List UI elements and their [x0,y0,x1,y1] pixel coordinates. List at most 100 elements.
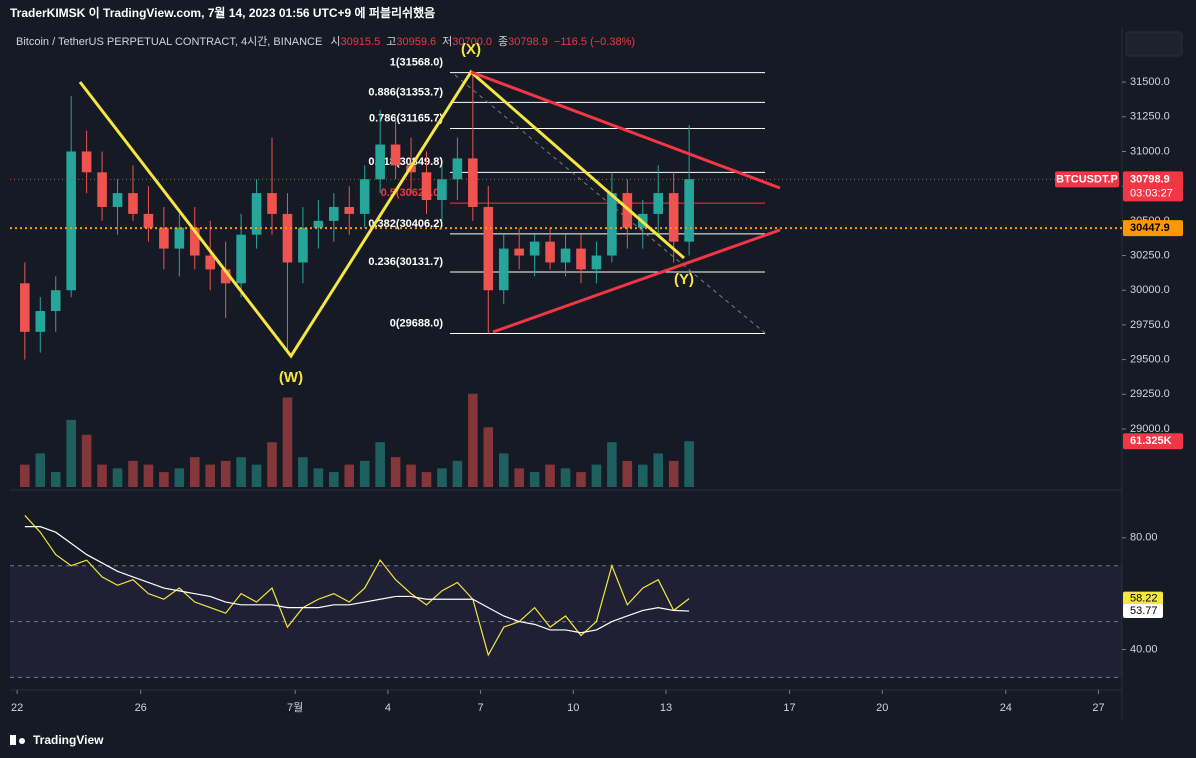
volume-bar [483,427,494,487]
rsi-pane [10,515,1122,678]
y-tick-label: 31500.0 [1130,76,1170,88]
legend-text: Bitcoin / TetherUS PERPETUAL CONTRACT, 4… [16,35,635,48]
volume-bar [684,441,694,487]
candle-body [607,193,617,256]
volume-bar [653,453,664,487]
candle-body [545,241,555,263]
volume-bar [205,464,216,487]
x-tick-label: 20 [876,702,888,714]
volume-tag [1123,433,1183,450]
volume-bar [545,464,555,487]
candle-body [236,234,246,284]
candle-body [375,144,385,180]
volume-bar [174,468,185,487]
candle-body [421,172,432,201]
volume-bar [220,460,231,487]
y-tick-label: 30250.0 [1130,249,1170,261]
symbol-tag [1055,171,1119,188]
volume-bar [375,442,385,487]
logo [19,738,25,744]
volume-bar [189,457,200,487]
price-tag-text: 30798.9 [1130,173,1170,185]
volume-bar [622,460,633,487]
footer-text: TradingView [33,733,104,747]
logo [10,735,16,745]
volume-bar [251,464,262,487]
candle-body [468,158,478,207]
candle-body [81,151,92,173]
ohlc-key: 시 [330,36,340,48]
countdown: 03:03:27 [1130,187,1173,199]
wave-line [78,69,685,359]
candle-body [329,206,339,221]
volume-bar [576,472,586,487]
price-tag [1123,220,1183,237]
candle-body [267,193,277,214]
candle-body [560,248,571,263]
symbol: Bitcoin / TetherUS PERPETUAL CONTRACT, 4… [16,35,322,48]
trend-line [454,74,766,334]
volume-bar [359,460,370,487]
volume-bar [390,457,401,487]
candle-body [576,248,586,270]
volume-bar [421,472,432,487]
rsi-tag-text: 53.77 [1130,605,1158,617]
volume-bar [267,442,277,487]
x-tick-label: 27 [1092,702,1104,714]
triangle-line [470,70,781,190]
fib-label: 0.382(30406.2) [368,218,443,230]
candle-body [251,193,262,235]
volume-bar [514,468,524,487]
x-tick-label: 10 [567,702,579,714]
fib-label: 0.786(31165.7) [369,112,443,124]
y-tick-label: 30000.0 [1130,284,1170,296]
volume-bar [344,464,355,487]
price-tag [1123,171,1183,202]
y-tick-label: 31250.0 [1130,111,1170,123]
volume-bar [97,464,107,487]
fib-label: 0.618(30849.8) [368,156,443,168]
x-tick-label: 24 [1000,702,1012,714]
fib-label: 0.236(30131.7) [368,256,443,268]
candle-body [529,241,540,256]
candle-body [159,227,169,249]
volume-bar [637,464,648,487]
y-tick-label: 29750.0 [1130,319,1170,331]
volume-tag-text: 61.325K [1130,435,1172,447]
drawings: (W) (X) (Y) [78,41,781,386]
fib-label: 1(31568.0) [390,57,444,69]
candle-body [498,248,509,291]
candle-body [174,227,185,249]
rsi-line [24,526,690,634]
volume-bar [668,460,679,487]
volume-bar [282,397,293,487]
volume-bar [50,472,61,487]
candle-body [313,220,324,228]
ohlc-value: 30959.6 [396,36,436,48]
volume-bar [66,419,76,487]
candle-body [452,158,463,180]
ohlc-value: 30798.9 [508,36,548,48]
candle-body [128,193,138,214]
x-tick-label: 7 [478,702,484,714]
button[interactable] [1125,31,1183,57]
candle-body [282,213,293,263]
candle-body [653,193,664,214]
volume-bar [298,457,308,487]
candle-body [97,172,107,207]
volume-bar [591,464,602,487]
y-tick-label: 29250.0 [1130,388,1170,400]
axes: 29000.0 29250.0 29500.0 29750.0 30000.0 30250… [11,76,1183,714]
wave-label: (X) [461,41,481,58]
volume-bar [81,434,92,487]
fib-label: 0.886(31353.7) [368,86,443,98]
publisher: TraderKIMSK 이 TradingView.com, 7월 14, 20… [10,5,435,20]
candle-body [35,311,46,332]
triangle-line [492,228,781,334]
main-pane: 1(31568.0) 0.886(31353.7) 0.786(31165.7) 0.… [10,57,1122,487]
footer: TradingView [10,733,104,747]
candle-body [344,206,355,214]
volume-bar [159,472,169,487]
